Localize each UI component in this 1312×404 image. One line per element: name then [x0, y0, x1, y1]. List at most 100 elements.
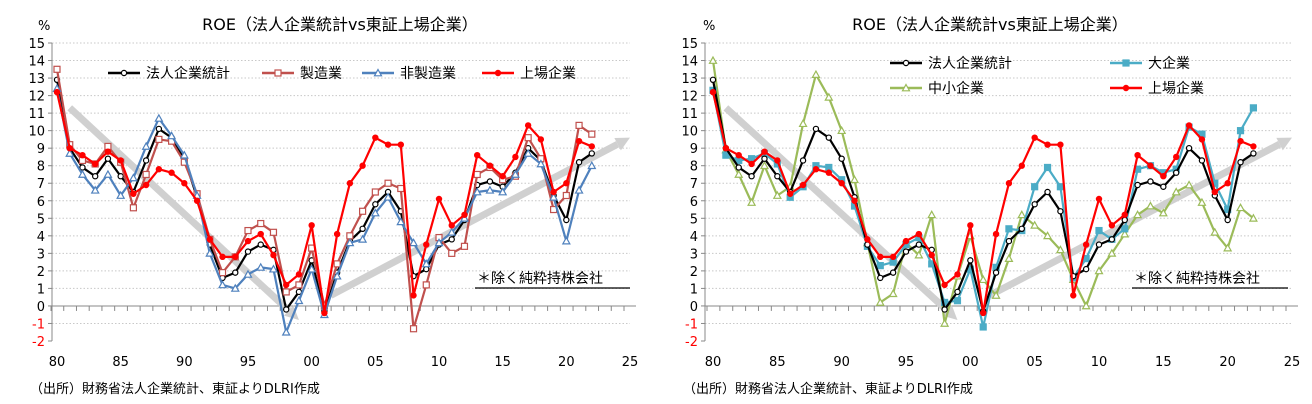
legend-item: 非製造業 — [362, 66, 456, 82]
x-tick-label: 05 — [1026, 355, 1043, 370]
data-point — [510, 169, 520, 178]
data-point — [1057, 141, 1064, 148]
data-point — [397, 141, 404, 148]
data-point — [295, 271, 303, 278]
data-point — [345, 238, 355, 247]
data-point — [472, 187, 482, 196]
data-point — [370, 208, 380, 217]
data-point — [1185, 144, 1193, 152]
data-point — [838, 180, 845, 187]
data-point — [257, 241, 264, 248]
x-tick-label: 15 — [494, 355, 511, 370]
data-point — [574, 185, 584, 194]
data-point — [1031, 201, 1038, 208]
data-point — [1250, 143, 1257, 150]
data-point — [1055, 245, 1065, 254]
data-point — [799, 157, 807, 164]
trend-arrow-shaft — [723, 105, 950, 314]
data-point — [232, 269, 239, 276]
data-point — [1107, 248, 1117, 257]
data-point — [332, 271, 342, 280]
data-point — [1133, 210, 1143, 219]
trend-arrow-head — [1276, 137, 1292, 151]
chart-title: ROE（法人企業統計vs東証上場企業） — [852, 15, 1128, 34]
data-point — [155, 135, 163, 144]
y-tick-label: 10 — [28, 125, 45, 140]
y-tick-label: 3 — [37, 247, 45, 262]
data-point — [422, 281, 430, 289]
data-point — [537, 136, 545, 143]
data-point — [1198, 136, 1206, 143]
legend-label: 上場企業 — [1148, 80, 1204, 97]
data-point — [562, 191, 570, 200]
data-point — [409, 325, 418, 333]
data-point — [512, 153, 519, 161]
data-point — [129, 204, 137, 212]
data-point — [1082, 265, 1090, 273]
x-tick-label: 20 — [1219, 355, 1236, 370]
data-point — [875, 297, 885, 306]
data-point — [1044, 188, 1051, 196]
data-point — [243, 269, 253, 278]
y-tick-label: 15 — [681, 37, 698, 52]
data-point — [283, 281, 290, 289]
data-point — [434, 238, 444, 247]
data-point — [346, 180, 354, 187]
x-tick-label: 05 — [367, 355, 384, 370]
data-point — [588, 150, 596, 157]
data-point — [421, 259, 431, 268]
data-point — [358, 234, 368, 243]
y-tick-label: -1 — [685, 317, 698, 332]
data-point — [940, 318, 950, 327]
data-point — [563, 180, 570, 187]
data-point — [1070, 292, 1077, 299]
series-line — [55, 88, 593, 334]
y-tick-label: 11 — [681, 107, 698, 122]
data-point — [219, 253, 226, 261]
data-point — [953, 297, 962, 305]
data-point — [423, 241, 430, 248]
data-point — [218, 269, 227, 277]
data-point — [524, 122, 532, 129]
data-point — [359, 162, 366, 169]
data-point — [838, 155, 845, 162]
data-point — [104, 148, 112, 155]
y-tick-label: 5 — [690, 212, 698, 227]
data-point — [523, 148, 533, 157]
data-point — [759, 160, 769, 170]
data-point — [141, 141, 151, 150]
data-point — [1160, 183, 1167, 190]
data-point — [748, 160, 755, 168]
data-point — [1134, 181, 1141, 189]
legend-label: 中小企業 — [928, 80, 984, 97]
trend-arrow-head — [283, 305, 299, 320]
data-point — [761, 155, 768, 162]
data-point — [282, 288, 290, 296]
data-point — [1056, 183, 1065, 191]
data-point — [772, 190, 782, 199]
data-point — [383, 192, 393, 201]
data-point — [748, 173, 755, 180]
legend-marker — [373, 68, 383, 77]
data-point — [967, 257, 974, 264]
legend-marker — [902, 59, 910, 67]
data-point — [268, 264, 278, 273]
data-point — [1248, 213, 1258, 222]
data-point — [980, 309, 987, 317]
data-point — [142, 170, 150, 179]
data-point — [915, 230, 923, 238]
y-tick-label: 4 — [690, 230, 698, 245]
y-tick-label: 0 — [37, 300, 45, 315]
data-point — [205, 248, 215, 257]
data-point — [498, 187, 508, 196]
data-point — [116, 190, 126, 199]
x-tick-label: 00 — [962, 355, 979, 370]
data-point — [1095, 195, 1103, 203]
data-point — [1237, 158, 1244, 166]
x-tick-label: 85 — [112, 355, 129, 370]
data-point — [1121, 216, 1128, 224]
data-point — [155, 125, 163, 133]
data-point — [876, 262, 884, 270]
legend-label: 上場企業 — [520, 65, 576, 82]
data-point — [812, 166, 820, 173]
